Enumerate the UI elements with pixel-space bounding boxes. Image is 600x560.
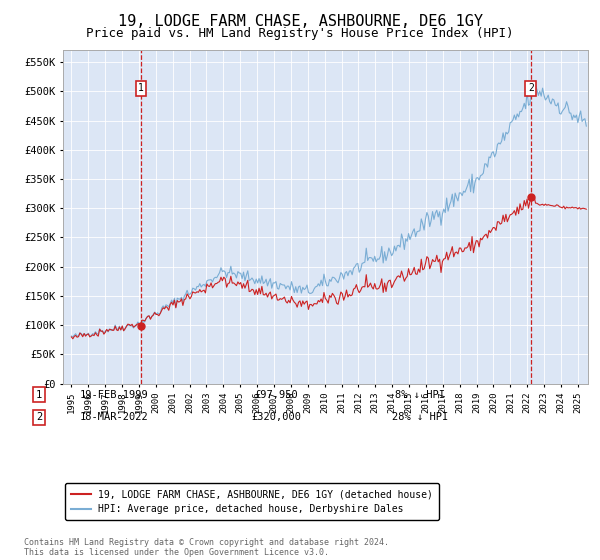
Text: 19-FEB-1999: 19-FEB-1999 xyxy=(80,390,148,400)
Text: 18-MAR-2022: 18-MAR-2022 xyxy=(80,412,148,422)
Text: 1: 1 xyxy=(138,83,144,94)
Text: £97,950: £97,950 xyxy=(254,390,298,400)
Text: £320,000: £320,000 xyxy=(251,412,301,422)
Legend: 19, LODGE FARM CHASE, ASHBOURNE, DE6 1GY (detached house), HPI: Average price, d: 19, LODGE FARM CHASE, ASHBOURNE, DE6 1GY… xyxy=(65,483,439,520)
Text: 2: 2 xyxy=(528,83,534,94)
Text: 1: 1 xyxy=(36,390,42,400)
Text: Contains HM Land Registry data © Crown copyright and database right 2024.
This d: Contains HM Land Registry data © Crown c… xyxy=(24,538,389,557)
Text: 2: 2 xyxy=(36,412,42,422)
Text: 28% ↓ HPI: 28% ↓ HPI xyxy=(392,412,448,422)
Text: 8% ↓ HPI: 8% ↓ HPI xyxy=(395,390,445,400)
Text: Price paid vs. HM Land Registry's House Price Index (HPI): Price paid vs. HM Land Registry's House … xyxy=(86,27,514,40)
Text: 19, LODGE FARM CHASE, ASHBOURNE, DE6 1GY: 19, LODGE FARM CHASE, ASHBOURNE, DE6 1GY xyxy=(118,14,482,29)
